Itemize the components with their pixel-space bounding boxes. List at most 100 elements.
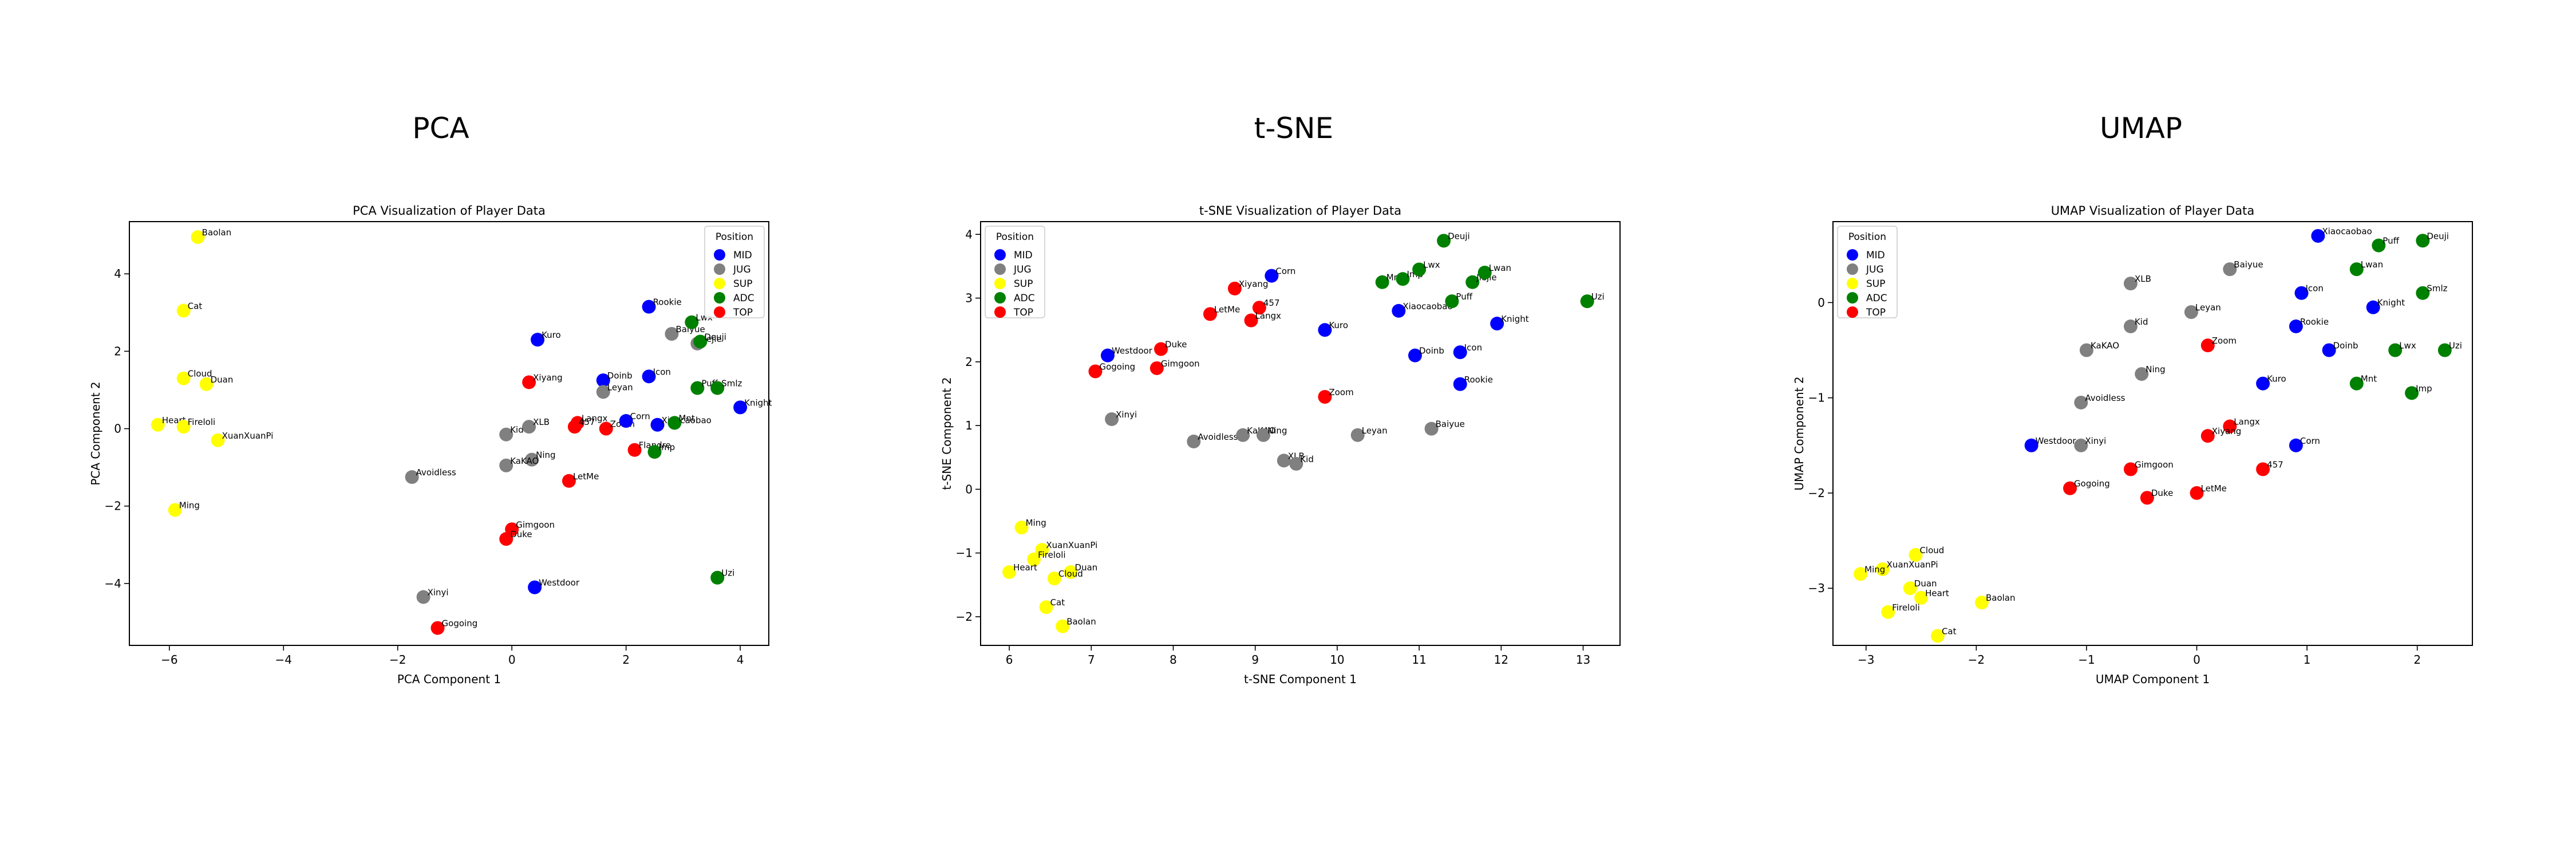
pca-point-label: Xinyi — [428, 588, 449, 598]
umap-point-label: Lwx — [2399, 340, 2416, 350]
umap-point-label: Puff — [2383, 236, 2399, 246]
umap-point-top — [2256, 462, 2270, 476]
heading-tsne: t-SNE — [1254, 112, 1334, 145]
umap-point-label: Kid — [2135, 317, 2148, 327]
pca-point-label: Smlz — [721, 379, 742, 389]
umap-point-top — [2200, 338, 2215, 353]
pca-legend-marker-sup — [714, 278, 725, 289]
tsne-point-sup — [1047, 572, 1061, 586]
tsne-point-adc — [1580, 294, 1594, 309]
pca-point-sup — [191, 230, 205, 245]
tsne-legend-marker-top — [994, 306, 1006, 318]
tsne-point-label: Baolan — [1066, 617, 1096, 627]
tsne-point-mid — [1408, 348, 1422, 362]
tsne-point-label: Xinyi — [1116, 409, 1137, 420]
umap-point-label: Duan — [1914, 578, 1937, 589]
umap-point-mid — [2024, 438, 2038, 452]
pca-point-mid — [619, 414, 633, 428]
pca-point-sup — [176, 420, 191, 434]
umap-point-label: Mnt — [2361, 374, 2377, 384]
tsne-point-label: Xiaocaobao — [1402, 301, 1452, 312]
tsne-point-jug — [1105, 412, 1119, 426]
tsne-legend-marker-adc — [994, 292, 1006, 304]
tsne-point-label: Doinb — [1419, 346, 1444, 356]
umap-point-label: Baiyue — [2234, 259, 2263, 270]
pca-point-label: Fireloli — [188, 417, 215, 427]
umap-point-label: XLB — [2135, 274, 2151, 284]
umap-point-top — [2140, 491, 2154, 505]
pca-point-sup — [168, 503, 182, 517]
umap-point-sup — [1930, 629, 1945, 643]
pca-point-sup — [176, 304, 191, 318]
umap-point-label: Icon — [2305, 283, 2323, 294]
pca-xtick-label: 0 — [508, 653, 516, 667]
umap-xtick-label: −1 — [2078, 653, 2095, 667]
tsne-xtick-label: 6 — [1006, 653, 1013, 667]
umap-point-label: Ming — [1864, 564, 1885, 574]
pca-point-label: Doinb — [607, 371, 633, 381]
umap-point-sup — [1903, 581, 1917, 596]
pca-point-mid — [528, 580, 542, 594]
pca-point-label: Cat — [188, 301, 203, 311]
pca-ylabel: PCA Component 2 — [89, 381, 102, 485]
tsne-point-label: Duke — [1165, 340, 1187, 350]
umap-legend-marker-top — [1847, 306, 1858, 318]
umap-point-label: Xiyang — [2212, 426, 2242, 436]
tsne-xtick-label: 10 — [1330, 653, 1344, 667]
umap-axes-frame — [1832, 221, 2473, 646]
tsne-point-sup — [1035, 543, 1049, 557]
tsne-point-label: Zoom — [1329, 387, 1353, 397]
tsne-point-top — [1227, 281, 1242, 295]
umap-point-mid — [2256, 376, 2270, 391]
pca-point-adc — [685, 315, 699, 329]
tsne-point-sup — [1027, 552, 1041, 566]
tsne-point-top — [1252, 301, 1266, 315]
tsne-legend-label: MID — [1014, 250, 1033, 261]
pca-point-label: Baolan — [202, 227, 232, 238]
umap-point-mid — [2311, 228, 2325, 243]
pca-point-label: Ming — [179, 500, 200, 510]
pca-xtick-label: −6 — [161, 653, 177, 667]
tsne-legend: Position MID JUG SUP ADC TOP — [985, 226, 1045, 318]
pca-legend-marker-adc — [714, 292, 725, 304]
tsne-point-mid — [1318, 323, 1332, 337]
pca-point-label: 457 — [579, 417, 595, 427]
umap-point-mid — [2294, 286, 2309, 300]
pca-point-top — [562, 474, 576, 488]
pca-point-sup — [199, 377, 214, 391]
umap-point-label: Gogoing — [2074, 479, 2110, 489]
tsne-point-jug — [1187, 434, 1201, 448]
pca-xlabel: PCA Component 1 — [397, 672, 501, 686]
tsne-point-label: Westdoor — [1112, 346, 1153, 356]
pca-point-sup — [151, 417, 165, 432]
pca-legend-marker-jug — [714, 263, 725, 275]
pca-point-label: Icon — [653, 367, 671, 377]
pca-point-mid — [596, 373, 610, 388]
umap-point-adc — [2349, 262, 2364, 277]
pca-point-jug — [405, 470, 419, 484]
tsne-point-top — [1244, 313, 1258, 328]
umap-point-label: Xinyi — [2085, 436, 2106, 446]
tsne-point-label: Gogoing — [1099, 362, 1135, 372]
pca-point-adc — [693, 334, 708, 349]
tsne-point-label: Gimgoon — [1161, 358, 1200, 369]
pca-legend-label: ADC — [733, 293, 754, 304]
umap-point-label: Lwan — [2361, 259, 2383, 270]
umap-point-sup — [1914, 590, 1929, 605]
umap-point-adc — [2349, 376, 2364, 391]
umap-xtick-label: −2 — [1968, 653, 1985, 667]
pca-point-label: Ning — [536, 450, 555, 460]
pca-point-label: Gimgoon — [516, 519, 555, 530]
pca-point-label: Gogoing — [442, 618, 478, 629]
umap-point-mid — [2289, 319, 2303, 333]
umap-point-adc — [2416, 234, 2430, 248]
tsne-point-label: Duan — [1075, 562, 1098, 573]
tsne-point-jug — [1350, 428, 1365, 442]
tsne-point-label: Kid — [1300, 454, 1314, 464]
pca-point-sup — [176, 371, 191, 385]
umap-point-sup — [1875, 562, 1890, 576]
pca-point-label: Duke — [510, 529, 532, 539]
tsne-point-label: Fireloli — [1038, 550, 1065, 560]
